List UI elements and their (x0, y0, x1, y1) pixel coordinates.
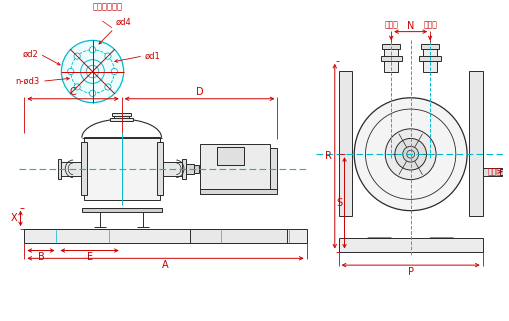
Bar (60, 162, 81, 176)
Polygon shape (367, 238, 390, 252)
Circle shape (89, 47, 96, 53)
Text: 进气口: 进气口 (383, 21, 398, 30)
Text: B: B (38, 253, 44, 263)
Bar (199, 143, 269, 194)
Bar (420, 44, 438, 49)
Text: R: R (324, 151, 331, 161)
Bar (156, 142, 162, 195)
Bar (186, 164, 193, 174)
Bar (482, 168, 501, 176)
Bar (83, 137, 159, 200)
Circle shape (68, 68, 74, 75)
Text: 进排气口尺寸: 进排气口尺寸 (92, 2, 122, 11)
Bar (499, 169, 502, 175)
Circle shape (111, 68, 117, 75)
Text: P: P (407, 267, 413, 277)
Circle shape (394, 138, 426, 170)
Bar (58, 159, 61, 178)
Circle shape (384, 129, 435, 180)
Text: 排气口: 排气口 (422, 21, 436, 30)
Bar (269, 148, 277, 189)
Bar (338, 71, 352, 215)
Bar (468, 71, 482, 215)
Text: 供水口: 供水口 (486, 167, 500, 176)
Bar (338, 238, 482, 252)
Bar (217, 147, 244, 165)
Circle shape (402, 146, 418, 162)
Text: ød2: ød2 (22, 49, 38, 58)
Bar (380, 56, 401, 61)
Text: X: X (11, 213, 18, 223)
Bar (182, 159, 186, 178)
Bar (422, 45, 436, 73)
Bar (193, 165, 198, 173)
Circle shape (74, 84, 80, 90)
Text: C: C (70, 87, 76, 97)
Circle shape (89, 90, 96, 96)
Circle shape (74, 53, 80, 59)
Bar (199, 189, 277, 194)
Polygon shape (429, 238, 453, 252)
Bar (162, 162, 184, 176)
Text: A: A (162, 260, 168, 270)
Bar (110, 118, 133, 121)
Circle shape (105, 84, 111, 90)
Text: D: D (195, 87, 203, 97)
Text: N: N (406, 21, 413, 31)
Bar (114, 113, 129, 119)
Circle shape (105, 53, 111, 59)
Text: ød1: ød1 (145, 51, 160, 60)
Text: E: E (87, 253, 93, 263)
Bar (384, 45, 397, 73)
Bar (112, 113, 131, 116)
Bar (418, 56, 440, 61)
Text: n-ød3: n-ød3 (16, 77, 40, 86)
Bar (81, 208, 161, 212)
Bar (189, 229, 287, 243)
Text: S: S (336, 198, 342, 208)
Bar (217, 147, 244, 165)
Circle shape (354, 98, 466, 211)
Bar (24, 229, 306, 243)
Bar (81, 142, 87, 195)
Text: ød4: ød4 (116, 18, 131, 27)
Bar (382, 44, 399, 49)
Circle shape (61, 40, 123, 103)
